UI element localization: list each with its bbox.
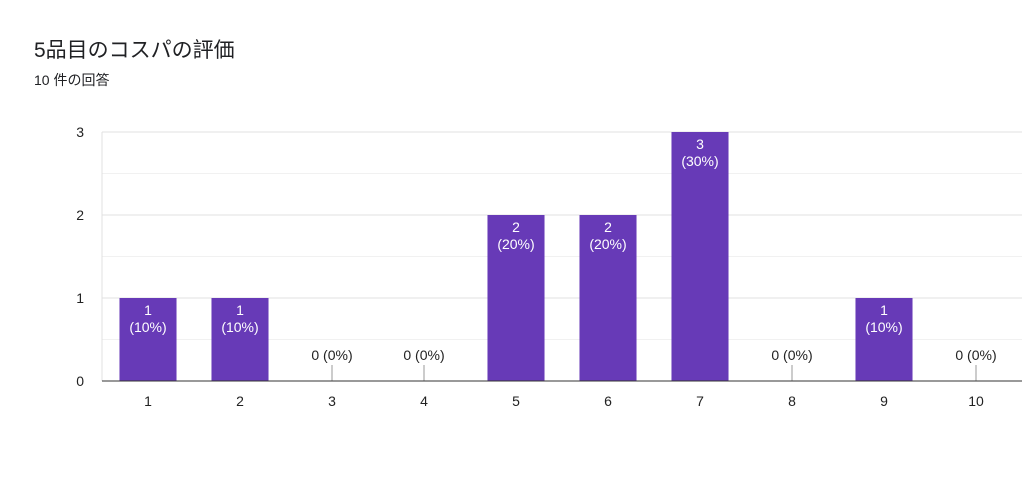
bar-data-label: 0 (0%)	[771, 347, 812, 363]
bar-value-labels: 1 (10%) 1 (10%) 0 (0%) 0 (0%) 2 (20%) 2 (20%) 3 (30…	[129, 136, 996, 363]
bar-data-label: 0 (0%)	[403, 347, 444, 363]
x-tick-label: 5	[512, 393, 520, 409]
y-tick-label: 1	[76, 290, 84, 306]
x-tick-label: 10	[968, 393, 984, 409]
bar-data-label: 0 (0%)	[311, 347, 352, 363]
chart-title: 5品目のコスパの評価	[34, 39, 235, 62]
chart-bars	[119, 132, 977, 381]
bar-data-label: 1 (10%)	[865, 302, 902, 335]
y-axis-ticks: 0 1 2 3	[76, 124, 84, 389]
y-tick-label: 0	[76, 373, 84, 389]
x-tick-label: 7	[696, 393, 704, 409]
bar-data-label: 1 (10%)	[221, 302, 258, 335]
response-count: 10 件の回答	[34, 72, 110, 88]
bar-data-label: 3 (30%)	[681, 136, 718, 169]
bar-data-label: 2 (20%)	[589, 219, 626, 252]
x-tick-label: 1	[144, 393, 152, 409]
bar-data-label: 2 (20%)	[497, 219, 534, 252]
x-tick-label: 6	[604, 393, 612, 409]
bar	[487, 215, 545, 381]
x-tick-label: 4	[420, 393, 428, 409]
y-tick-label: 3	[76, 124, 84, 140]
y-tick-label: 2	[76, 207, 84, 223]
bar	[211, 298, 269, 381]
bar	[671, 132, 729, 381]
bar-data-label: 1 (10%)	[129, 302, 166, 335]
x-tick-label: 9	[880, 393, 888, 409]
bar	[119, 298, 177, 381]
x-axis-ticks: 1 2 3 4 5 6 7 8 9 10	[144, 393, 984, 409]
x-tick-label: 3	[328, 393, 336, 409]
bar	[855, 298, 913, 381]
bar	[579, 215, 637, 381]
x-tick-label: 2	[236, 393, 244, 409]
x-tick-label: 8	[788, 393, 796, 409]
bar-data-label: 0 (0%)	[955, 347, 996, 363]
